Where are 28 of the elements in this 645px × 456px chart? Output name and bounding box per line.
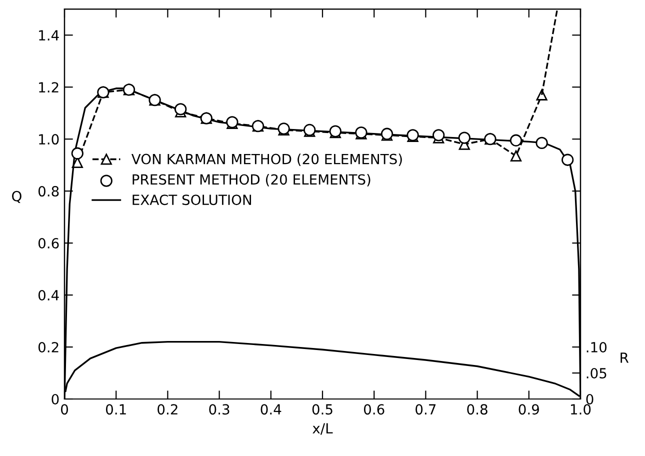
y2-tick-label: .10 [586,342,607,352]
legend-label: VON KARMAN METHOD (20 ELEMENTS) [131,154,402,166]
x-tick-label: 0.6 [364,404,384,415]
x-tick-label: 0.7 [416,404,436,415]
y2-axis-title: R [620,352,629,363]
y-tick-label: 0.8 [38,186,59,197]
x-tick-label: 0 [60,404,68,415]
x-tick-label: 0.2 [158,404,178,415]
x-tick-label: 0.5 [312,404,332,415]
x-tick-label: 0.1 [106,404,126,415]
x-axis-title: x/L [312,423,333,435]
y-tick-label: 0.6 [38,238,59,249]
x-tick-label: 0.9 [518,404,539,415]
y-axis-title: Q [12,190,22,203]
y-tick-label: 1.0 [39,134,59,145]
x-tick-label: 0.3 [209,404,230,415]
x-tick-label: 0.8 [467,404,488,415]
y-tick-label: 1.2 [39,82,58,92]
y-tick-label: 0 [52,394,59,404]
y-tick-label: 1.4 [39,30,59,40]
x-tick-label: 0.4 [260,404,282,415]
y-tick-label: 0.4 [38,290,59,301]
y-tick-label: 0.2 [38,342,58,352]
y2-tick-label: 0 [586,394,594,404]
y2-tick-label: .05 [586,368,606,378]
x-tick-label: 1.0 [570,404,591,415]
legend-label: EXACT SOLUTION [132,194,252,206]
legend-label: PRESENT METHOD (20 ELEMENTS) [132,174,370,186]
